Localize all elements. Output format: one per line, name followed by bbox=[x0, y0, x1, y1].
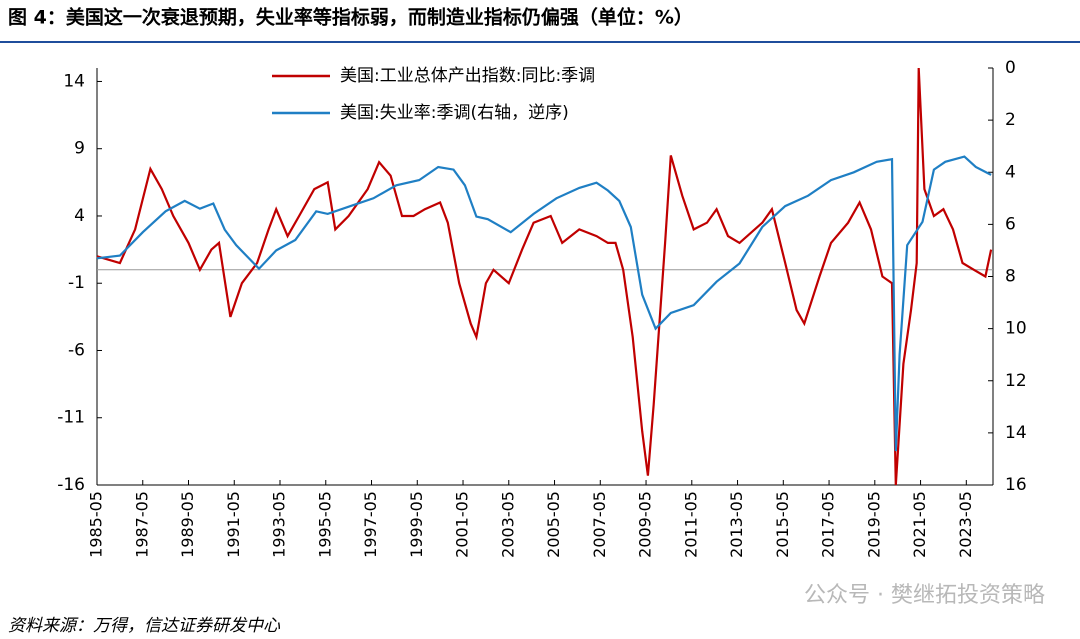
y2-tick-label: 14 bbox=[1005, 423, 1027, 443]
y2-tick-label: 2 bbox=[1005, 110, 1016, 130]
x-tick-label: 2001-05 bbox=[453, 491, 472, 558]
x-tick-label: 2011-05 bbox=[681, 491, 700, 558]
x-tick-label: 2009-05 bbox=[636, 491, 655, 558]
y-tick-label: 9 bbox=[74, 139, 85, 159]
x-tick-label: 2005-05 bbox=[544, 491, 563, 558]
x-tick-label: 1993-05 bbox=[270, 491, 289, 558]
x-tick-label: 1999-05 bbox=[407, 491, 426, 558]
x-tick-label: 2023-05 bbox=[956, 491, 975, 558]
y2-tick-label: 16 bbox=[1005, 475, 1027, 495]
x-tick-label: 1995-05 bbox=[315, 491, 334, 558]
chart-title: 图 4：美国这一次衰退预期，失业率等指标弱，而制造业指标仍偏强（单位：%） bbox=[8, 6, 693, 29]
legend-label: 美国:工业总体产出指数:同比:季调 bbox=[340, 66, 595, 86]
legend-label: 美国:失业率:季调(右轴，逆序) bbox=[340, 103, 569, 123]
x-tick-label: 2019-05 bbox=[864, 491, 883, 558]
y2-tick-label: 6 bbox=[1005, 214, 1016, 234]
x-tick-label: 1987-05 bbox=[132, 491, 151, 558]
watermark: 公众号 · 樊继拓投资策略 bbox=[804, 583, 1045, 608]
x-tick-label: 2015-05 bbox=[773, 491, 792, 558]
series-line bbox=[96, 67, 993, 486]
x-tick-label: 2003-05 bbox=[498, 491, 517, 558]
x-tick-label: 2013-05 bbox=[727, 491, 746, 558]
y2-tick-label: 0 bbox=[1005, 58, 1016, 78]
x-tick-label: 1985-05 bbox=[87, 491, 106, 558]
x-tick-label: 1997-05 bbox=[361, 491, 380, 558]
y-tick-label: -11 bbox=[57, 408, 85, 428]
x-tick-label: 1991-05 bbox=[224, 491, 243, 558]
y-tick-label: -16 bbox=[57, 475, 85, 495]
x-tick-label: 2017-05 bbox=[819, 491, 838, 558]
y-tick-label: -6 bbox=[68, 340, 85, 360]
y2-tick-label: 8 bbox=[1005, 267, 1016, 287]
series-line bbox=[96, 155, 992, 452]
source: 资料来源：万得，信达证券研发中心 bbox=[8, 616, 281, 636]
y2-tick-label: 4 bbox=[1005, 162, 1016, 182]
x-tick-label: 1989-05 bbox=[178, 491, 197, 558]
x-tick-label: 2021-05 bbox=[910, 491, 929, 558]
y2-tick-label: 10 bbox=[1005, 319, 1027, 339]
y2-tick-label: 12 bbox=[1005, 371, 1027, 391]
x-tick-label: 2007-05 bbox=[590, 491, 609, 558]
y-tick-label: 4 bbox=[74, 206, 85, 226]
y-tick-label: 14 bbox=[63, 71, 85, 91]
y-tick-label: -1 bbox=[68, 273, 85, 293]
